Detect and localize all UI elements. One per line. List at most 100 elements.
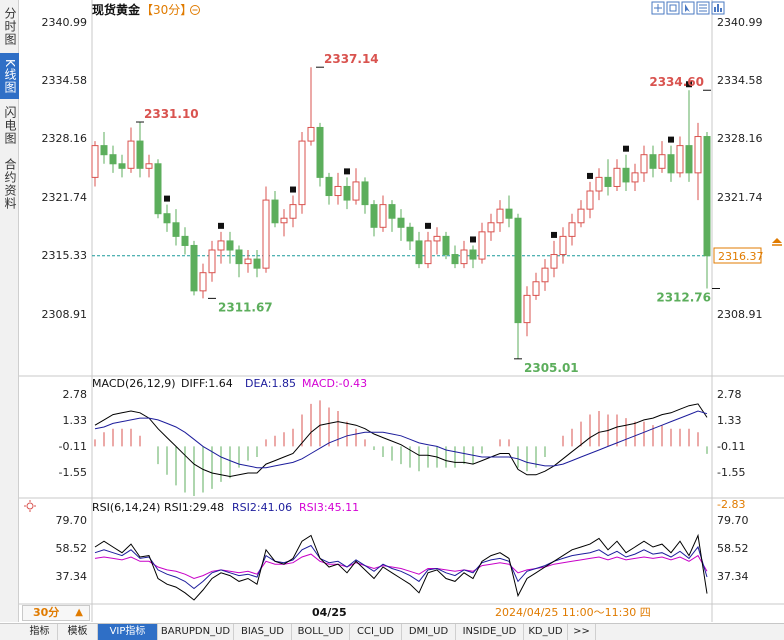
high-price-label: 2334.60 [649,75,704,89]
rsi-tick-label: 79.70 [56,514,88,527]
candle-up [424,240,432,265]
tab-templates[interactable]: 模板 [58,624,98,640]
signal-marker [551,231,557,238]
candle-down [253,258,261,269]
macd-title: MACD(26,12,9) [92,377,176,390]
candle-up [640,154,648,174]
expand-icon[interactable] [666,1,680,15]
sun-icon[interactable] [24,500,36,512]
caret-up-icon: ▲ [75,607,83,618]
candle-down [469,249,477,260]
signal-marker [686,81,692,88]
price-tick-label: 2334.58 [717,74,763,87]
tab-kd-ud[interactable]: KD_UD [524,624,568,640]
price-arrow-icon[interactable] [772,238,782,246]
candle-up [433,235,441,242]
period-selector-label: 30分 [33,606,60,619]
tab-more[interactable]: >> [568,624,596,640]
candle-up [208,249,216,274]
side-tab-contract-info[interactable]: 合约资料 [3,158,17,210]
tab-bias-ud[interactable]: BIAS_UD [234,624,292,640]
candle-down [325,176,333,197]
x-axis-date-label: 04/25 [312,606,347,619]
cursor-value-label: -2.83 [717,498,745,511]
current-price-label: 2316.37 [718,250,764,263]
candle-up [352,181,360,201]
list-icon[interactable] [696,1,710,15]
candle-up [289,204,297,219]
candle-down [415,240,423,265]
price-tick-label: 2315.33 [42,249,88,262]
candle-down [442,235,450,256]
bar-chart-icon[interactable] [711,1,725,15]
high-price-label: 2337.14 [324,52,379,66]
macd-tick-label: 2.78 [63,388,88,401]
candle-up [532,281,540,296]
candle-up [145,163,153,169]
price-tick-label: 2321.74 [717,191,763,204]
tab-cci-ud[interactable]: CCI_UD [350,624,402,640]
candle-down [136,140,144,169]
low-price-label: 2312.76 [656,290,711,304]
candle-down [649,154,657,169]
crosshair-icon[interactable] [651,1,665,15]
candle-down [667,154,675,174]
tab-vip-indicators[interactable]: VIP指标 [98,624,158,640]
candle-down [406,226,414,242]
candle-down [316,126,324,178]
side-tab-time-share[interactable]: 分时图 [3,6,17,46]
candle-up [550,254,558,269]
candle-up [595,176,603,192]
side-tab-lightning[interactable]: 闪电图 [3,105,17,145]
rsi2-label: RSI2:41.06 [232,501,292,514]
price-tick-label: 2308.91 [42,308,88,321]
chart-period[interactable]: 【30分】 [141,3,192,17]
candle-down [163,213,171,224]
tab-boll-ud[interactable]: BOLL_UD [292,624,350,640]
candle-up [127,140,135,169]
price-axis-right: 2340.99 2334.58 2328.16 2321.74 2315.33 … [717,16,763,321]
candle-up [334,185,342,197]
candle-down [172,222,180,237]
cursor-icon[interactable] [681,1,695,15]
rsi1-label: RSI1:29.48 [164,501,224,514]
period-selector[interactable]: 30分 ▲ [22,605,90,621]
candle-up [523,294,531,324]
signal-marker [344,168,350,175]
rsi-axis: 79.70 58.52 37.34 79.70 58.52 37.34 [56,514,749,583]
signal-marker [587,172,593,179]
rsi-tick-label: 79.70 [717,514,749,527]
candle-down [397,217,405,228]
macd-histogram [94,400,708,496]
tab-dmi-ud[interactable]: DMI_UD [402,624,456,640]
macd-value-label: MACD:-0.43 [302,377,367,390]
candle-up [298,140,306,206]
price-tick-label: 2340.99 [717,16,763,29]
candle-down [118,163,126,169]
candle-down [514,217,522,324]
tab-barupdn-ud[interactable]: BARUPDN_UD [158,624,234,640]
candle-down [235,249,243,265]
price-tick-label: 2328.16 [42,132,88,145]
candle-up [91,145,99,178]
candle-up [487,222,495,233]
candle-up [541,267,549,283]
candle-down [505,208,513,219]
tab-inside-ud[interactable]: INSIDE_UD [456,624,524,640]
rsi3-label: RSI3:45.11 [299,501,359,514]
side-tab-kline[interactable]: K线图 [0,53,19,99]
signal-marker [218,222,224,229]
tab-indicators[interactable]: 指标 [22,624,58,640]
macd-dea-label: DEA:1.85 [245,377,296,390]
kline-chart[interactable]: 现货黄金 【30分】 2340.99 2334.58 2328.16 2321.… [19,0,784,622]
candle-down [181,235,189,246]
macd-tick-label: -0.11 [717,440,745,453]
candle-up [280,217,288,224]
candle-up [307,126,315,142]
circle-minus-icon[interactable] [190,5,200,15]
candle-up [694,136,702,174]
rsi1-line [94,533,708,601]
price-tick-label: 2308.91 [717,308,763,321]
macd-diff-label: DIFF:1.64 [181,377,233,390]
macd-axis: 2.78 1.33 -0.11 -1.55 2.78 1.33 -0.11 -1… [59,388,746,511]
